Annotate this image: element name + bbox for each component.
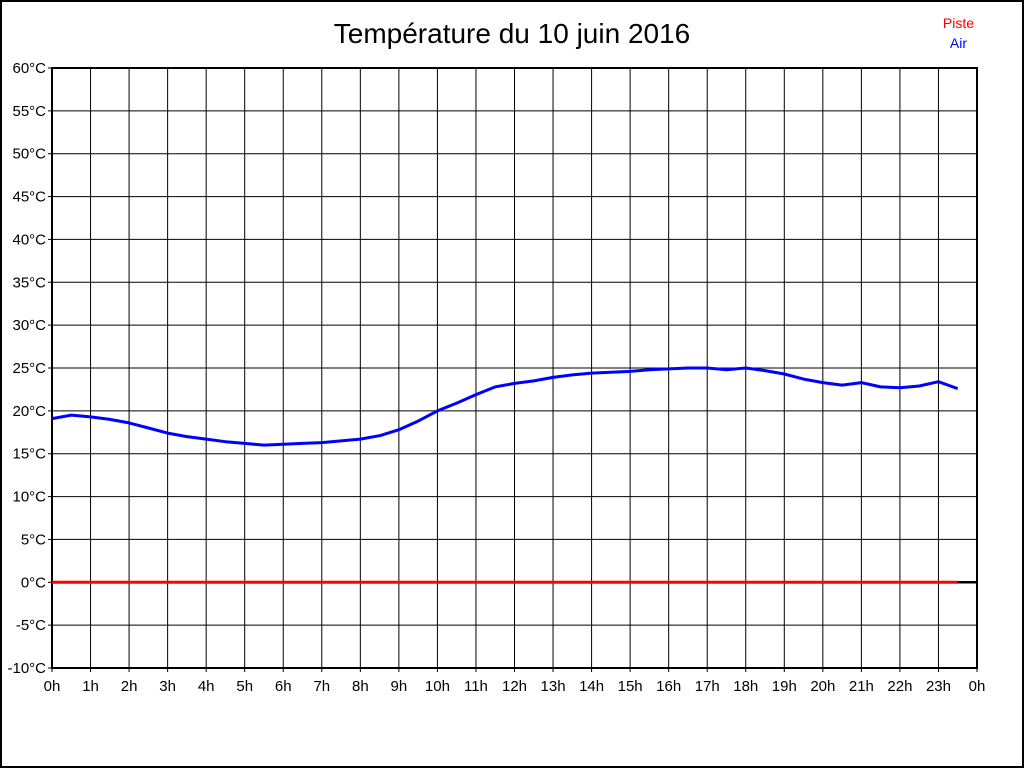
y-tick-label: -5°C	[16, 617, 46, 634]
x-tick-label: 7h	[313, 678, 330, 695]
y-tick-label: 15°C	[12, 446, 46, 463]
x-tick-label: 0h	[44, 678, 61, 695]
x-tick-label: 20h	[810, 678, 835, 695]
y-tick-label: -10°C	[7, 660, 46, 677]
x-tick-label: 21h	[849, 678, 874, 695]
legend: Piste Air	[943, 13, 974, 53]
series-line-air	[51, 366, 959, 447]
y-tick-label: 10°C	[12, 489, 46, 506]
x-tick-label: 23h	[926, 678, 951, 695]
x-tick-label: 1h	[82, 678, 99, 695]
x-tick-label: 22h	[887, 678, 912, 695]
x-tick-label: 8h	[352, 678, 369, 695]
x-tick-label: 18h	[733, 678, 758, 695]
y-tick-label: 30°C	[12, 317, 46, 334]
x-tick-label: 16h	[656, 678, 681, 695]
x-tick-label: 9h	[391, 678, 408, 695]
x-tick-label: 2h	[121, 678, 138, 695]
y-tick-label: 55°C	[12, 103, 46, 120]
y-tick-label: 20°C	[12, 403, 46, 420]
x-tick-label: 12h	[502, 678, 527, 695]
legend-item-piste: Piste	[942, 15, 974, 31]
plot-border	[51, 67, 978, 669]
y-tick-label: 25°C	[12, 360, 46, 377]
x-tick-label: 14h	[579, 678, 604, 695]
x-tick-label: 5h	[236, 678, 253, 695]
x-tick-label: 17h	[695, 678, 720, 695]
y-tick-label: 5°C	[21, 531, 46, 548]
x-tick-label: 4h	[198, 678, 215, 695]
y-tick-label: 60°C	[12, 60, 46, 77]
chart-title: Température du 10 juin 2016	[333, 18, 691, 49]
x-tick-label: 3h	[159, 678, 176, 695]
x-tick-label: 13h	[541, 678, 566, 695]
x-tick-label: 6h	[275, 678, 292, 695]
x-tick-label: 11h	[464, 678, 488, 695]
legend-item-air: Air	[949, 35, 967, 51]
x-tick-label: 10h	[425, 678, 450, 695]
y-tick-label: 45°C	[12, 189, 46, 206]
x-tick-label: 15h	[618, 678, 643, 695]
y-tick-label: 40°C	[12, 231, 46, 248]
y-tick-label: 0°C	[21, 574, 46, 591]
y-tick-label: 50°C	[12, 146, 46, 163]
y-tick-label: 35°C	[12, 274, 46, 291]
x-tick-label: 19h	[772, 678, 797, 695]
x-tick-label: 0h	[969, 678, 986, 695]
